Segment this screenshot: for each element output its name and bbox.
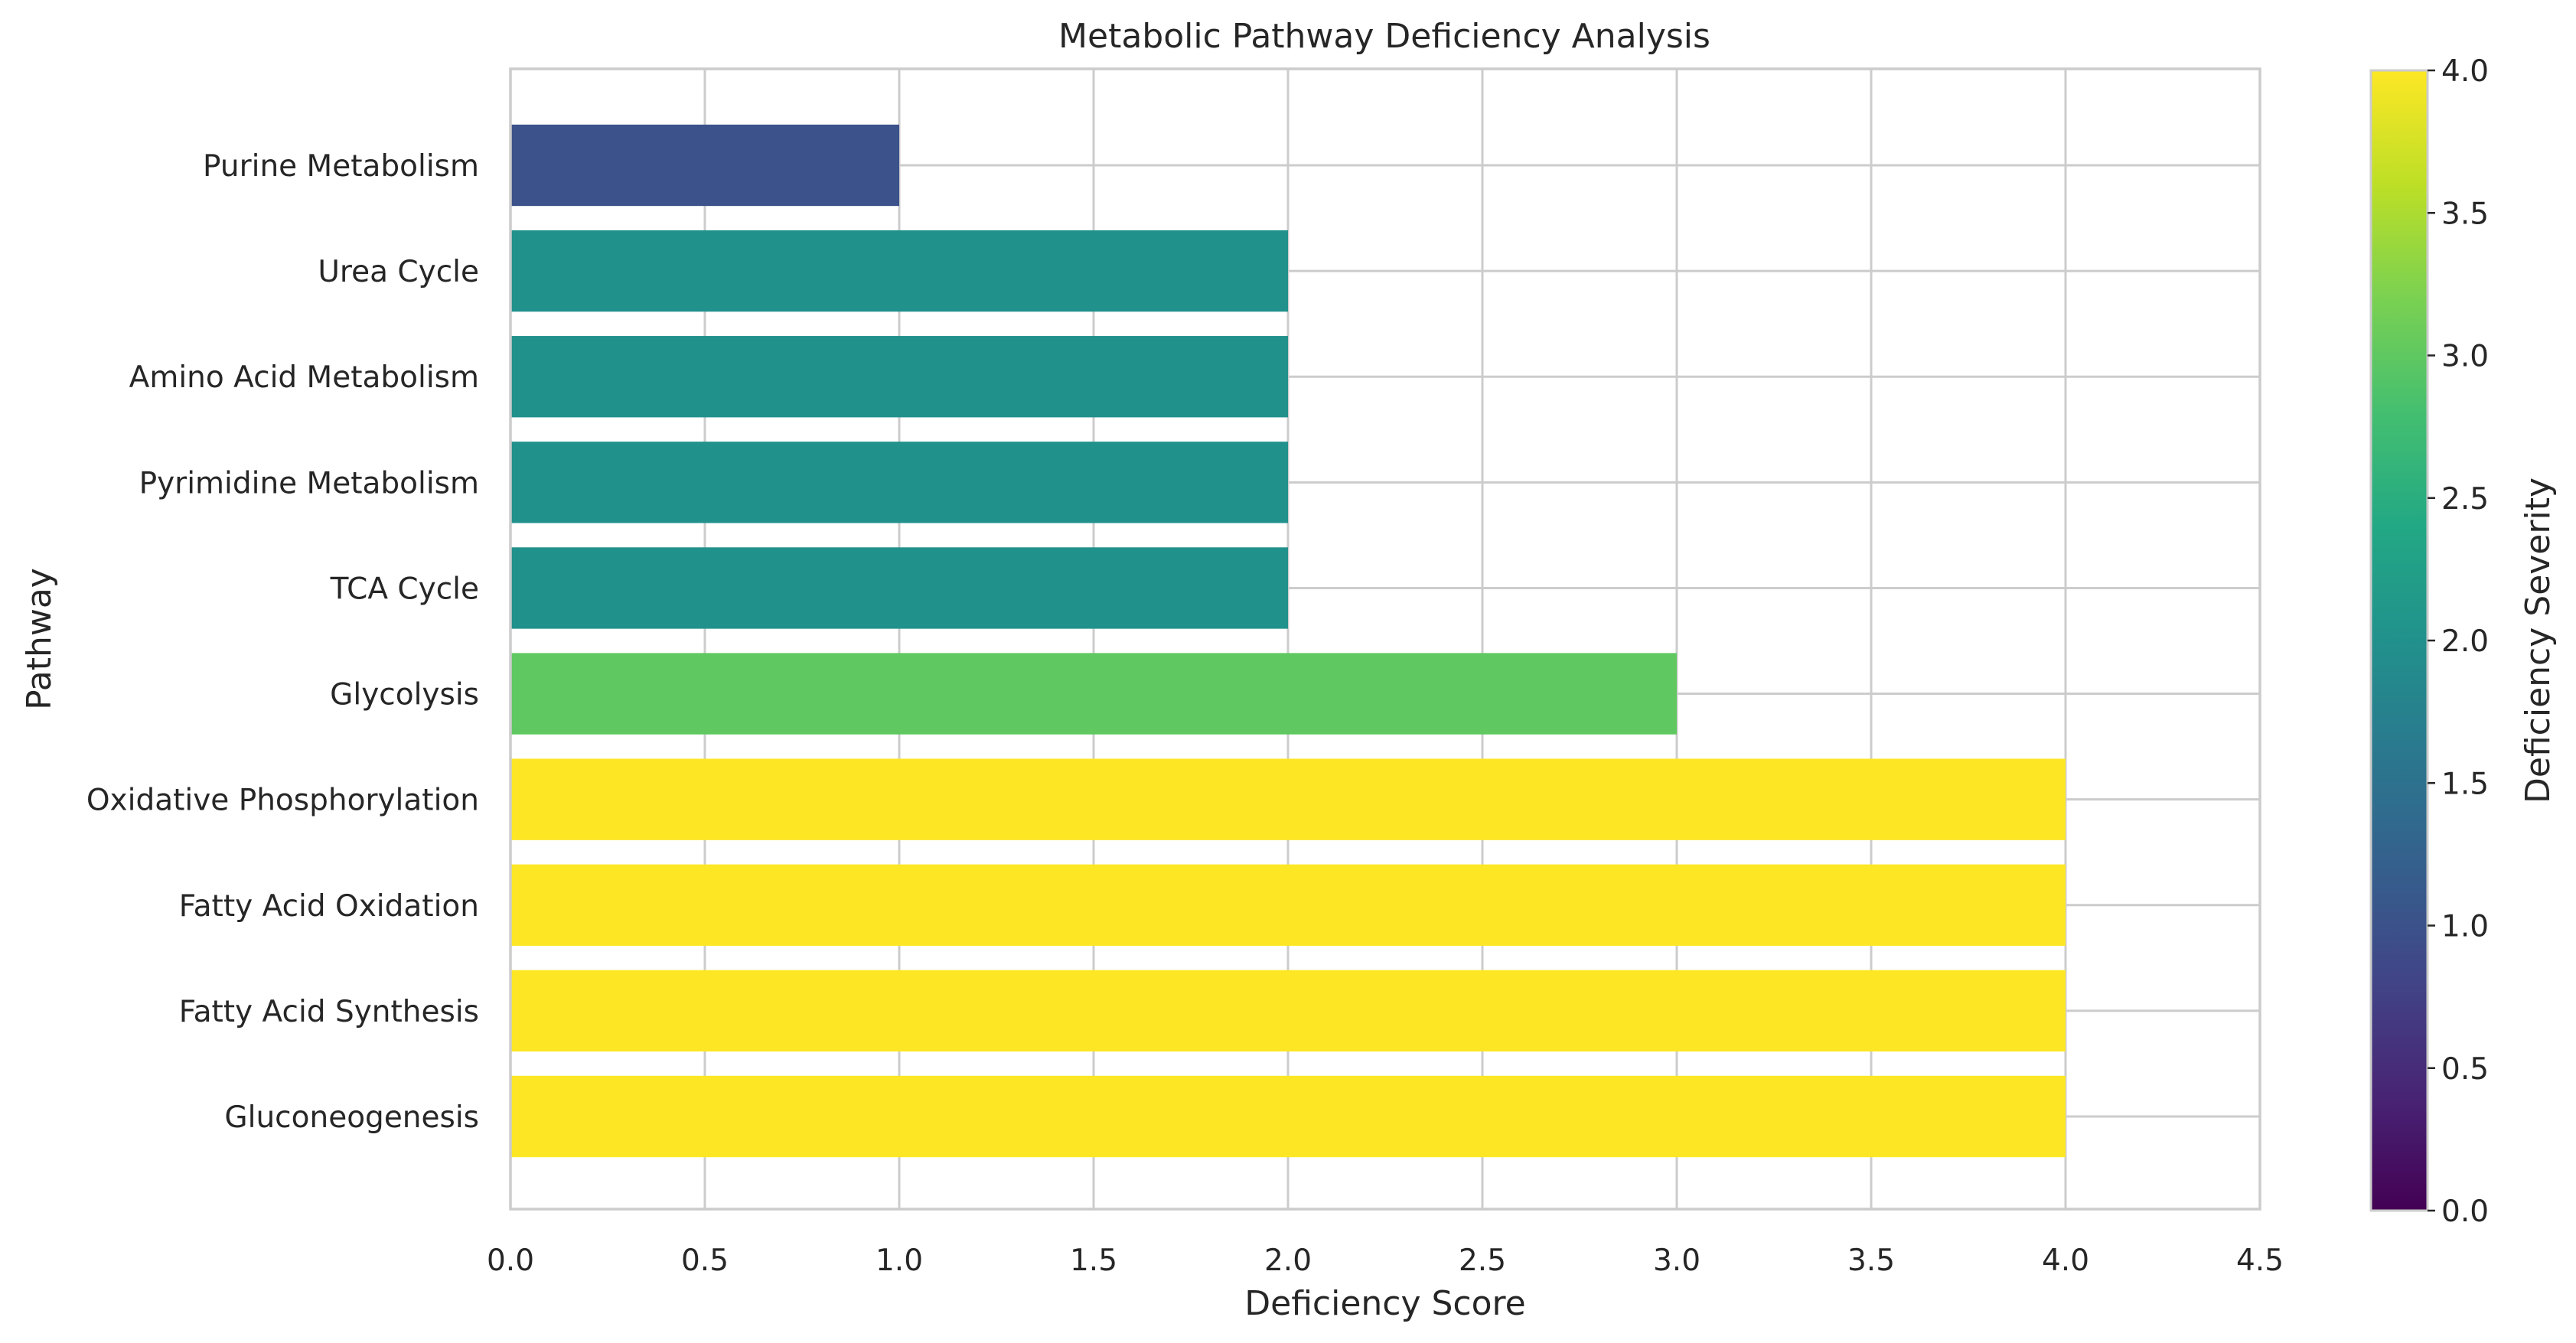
x-tick-label: 0.0	[487, 1244, 534, 1278]
bar	[510, 547, 1288, 629]
y-axis-label: Pathway	[20, 568, 59, 710]
bar	[510, 336, 1288, 418]
colorbar-tick-label: 1.5	[2441, 767, 2489, 801]
bar	[510, 864, 2066, 946]
colorbar-tick-label: 2.5	[2441, 482, 2489, 517]
x-tick-label: 2.0	[1264, 1244, 1312, 1278]
y-tick-label: Fatty Acid Oxidation	[179, 889, 479, 924]
x-tick-label: 2.5	[1459, 1244, 1506, 1278]
plot-frame	[509, 67, 2261, 1211]
bar	[510, 653, 1677, 735]
colorbar-tick-label: 0.0	[2441, 1195, 2489, 1229]
x-tick-label: 3.0	[1653, 1244, 1700, 1278]
colorbar-label: Deficiency Severity	[2519, 478, 2558, 804]
y-tick-label: Glycolysis	[330, 678, 479, 712]
bar	[510, 230, 1288, 312]
colorbar	[2371, 70, 2428, 1211]
y-tick-label: Oxidative Phosphorylation	[86, 784, 479, 818]
x-tick-label: 3.5	[1847, 1244, 1895, 1278]
x-tick-label: 4.5	[2236, 1244, 2284, 1278]
y-tick-labels: Gluconeogenesis Fatty Acid Synthesis Fatty…	[86, 149, 479, 1135]
bars	[510, 124, 2066, 1158]
colorbar-tick-label: 3.0	[2441, 340, 2489, 374]
y-tick-label: Fatty Acid Synthesis	[179, 995, 479, 1029]
x-tick-label: 1.5	[1070, 1244, 1117, 1278]
y-tick-label: Urea Cycle	[318, 255, 479, 289]
y-tick-label: TCA Cycle	[330, 572, 479, 606]
bar	[510, 970, 2066, 1052]
bar	[510, 124, 899, 207]
x-tick-label: 1.0	[876, 1244, 923, 1278]
bar	[510, 442, 1288, 523]
x-tick-label: 0.5	[681, 1244, 729, 1278]
colorbar-tick-label: 4.0	[2441, 54, 2489, 89]
colorbar-tick-label: 1.0	[2441, 910, 2489, 944]
y-tick-label: Pyrimidine Metabolism	[139, 466, 479, 500]
chart-title: Metabolic Pathway Deficiency Analysis	[1058, 17, 1710, 56]
x-tick-label: 4.0	[2042, 1244, 2089, 1278]
bar	[510, 1075, 2066, 1158]
y-tick-label: Purine Metabolism	[203, 149, 479, 184]
colorbar-tick-label: 0.5	[2441, 1052, 2489, 1087]
colorbar-tick-label: 3.5	[2441, 197, 2489, 231]
bar	[510, 758, 2066, 840]
x-axis-label: Deficiency Score	[1244, 1284, 1526, 1323]
colorbar-ticks: 0.0 0.5 1.0 1.5 2.0 2.5 3.0 3.5 4.0	[2428, 54, 2489, 1229]
y-tick-label: Gluconeogenesis	[224, 1100, 479, 1135]
x-tick-labels: 0.0 0.5 1.0 1.5 2.0 2.5 3.0 3.5 4.0 4.5	[487, 1244, 2284, 1278]
y-tick-label: Amino Acid Metabolism	[129, 360, 479, 395]
colorbar-tick-label: 2.0	[2441, 624, 2489, 659]
